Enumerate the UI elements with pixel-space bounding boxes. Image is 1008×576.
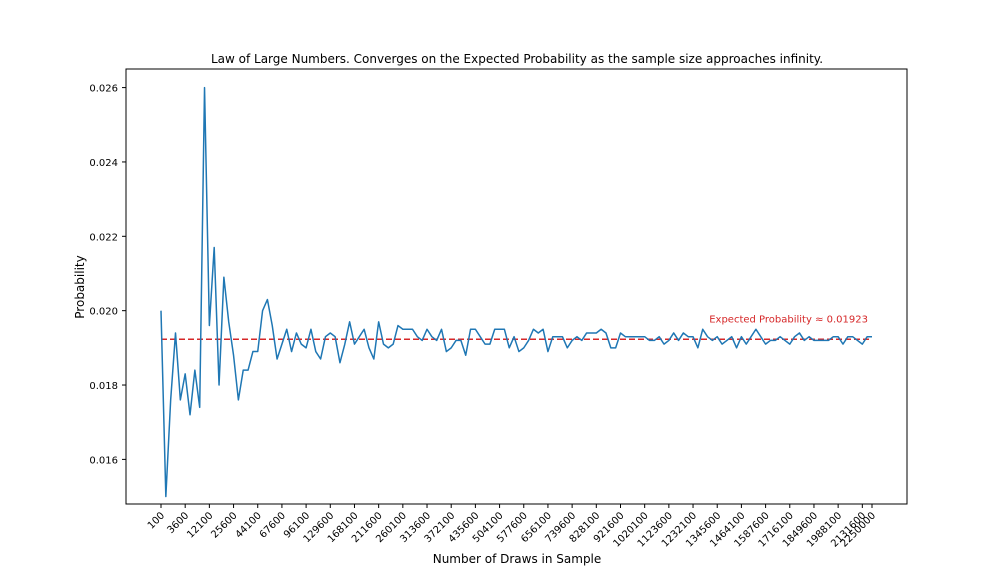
- y-tick-label: 0.022: [89, 232, 118, 243]
- y-axis-label: Probability: [73, 255, 87, 318]
- y-tick-label: 0.020: [89, 307, 118, 318]
- x-axis-label: Number of Draws in Sample: [433, 552, 602, 566]
- y-tick-label: 0.026: [89, 84, 118, 95]
- y-tick-label: 0.016: [89, 455, 118, 466]
- chart-title: Law of Large Numbers. Converges on the E…: [211, 52, 823, 66]
- y-tick-label: 0.024: [89, 158, 118, 169]
- y-tick-label: 0.018: [89, 381, 118, 392]
- y-axis: 0.016 0.018 0.020 0.022 0.024 0.026: [89, 84, 126, 466]
- expected-probability-annotation: Expected Probability ≈ 0.01923: [709, 314, 868, 325]
- plot-area: Expected Probability ≈ 0.01923: [160, 86, 872, 498]
- series-line: [160, 86, 872, 498]
- axes-frame: [125, 68, 908, 505]
